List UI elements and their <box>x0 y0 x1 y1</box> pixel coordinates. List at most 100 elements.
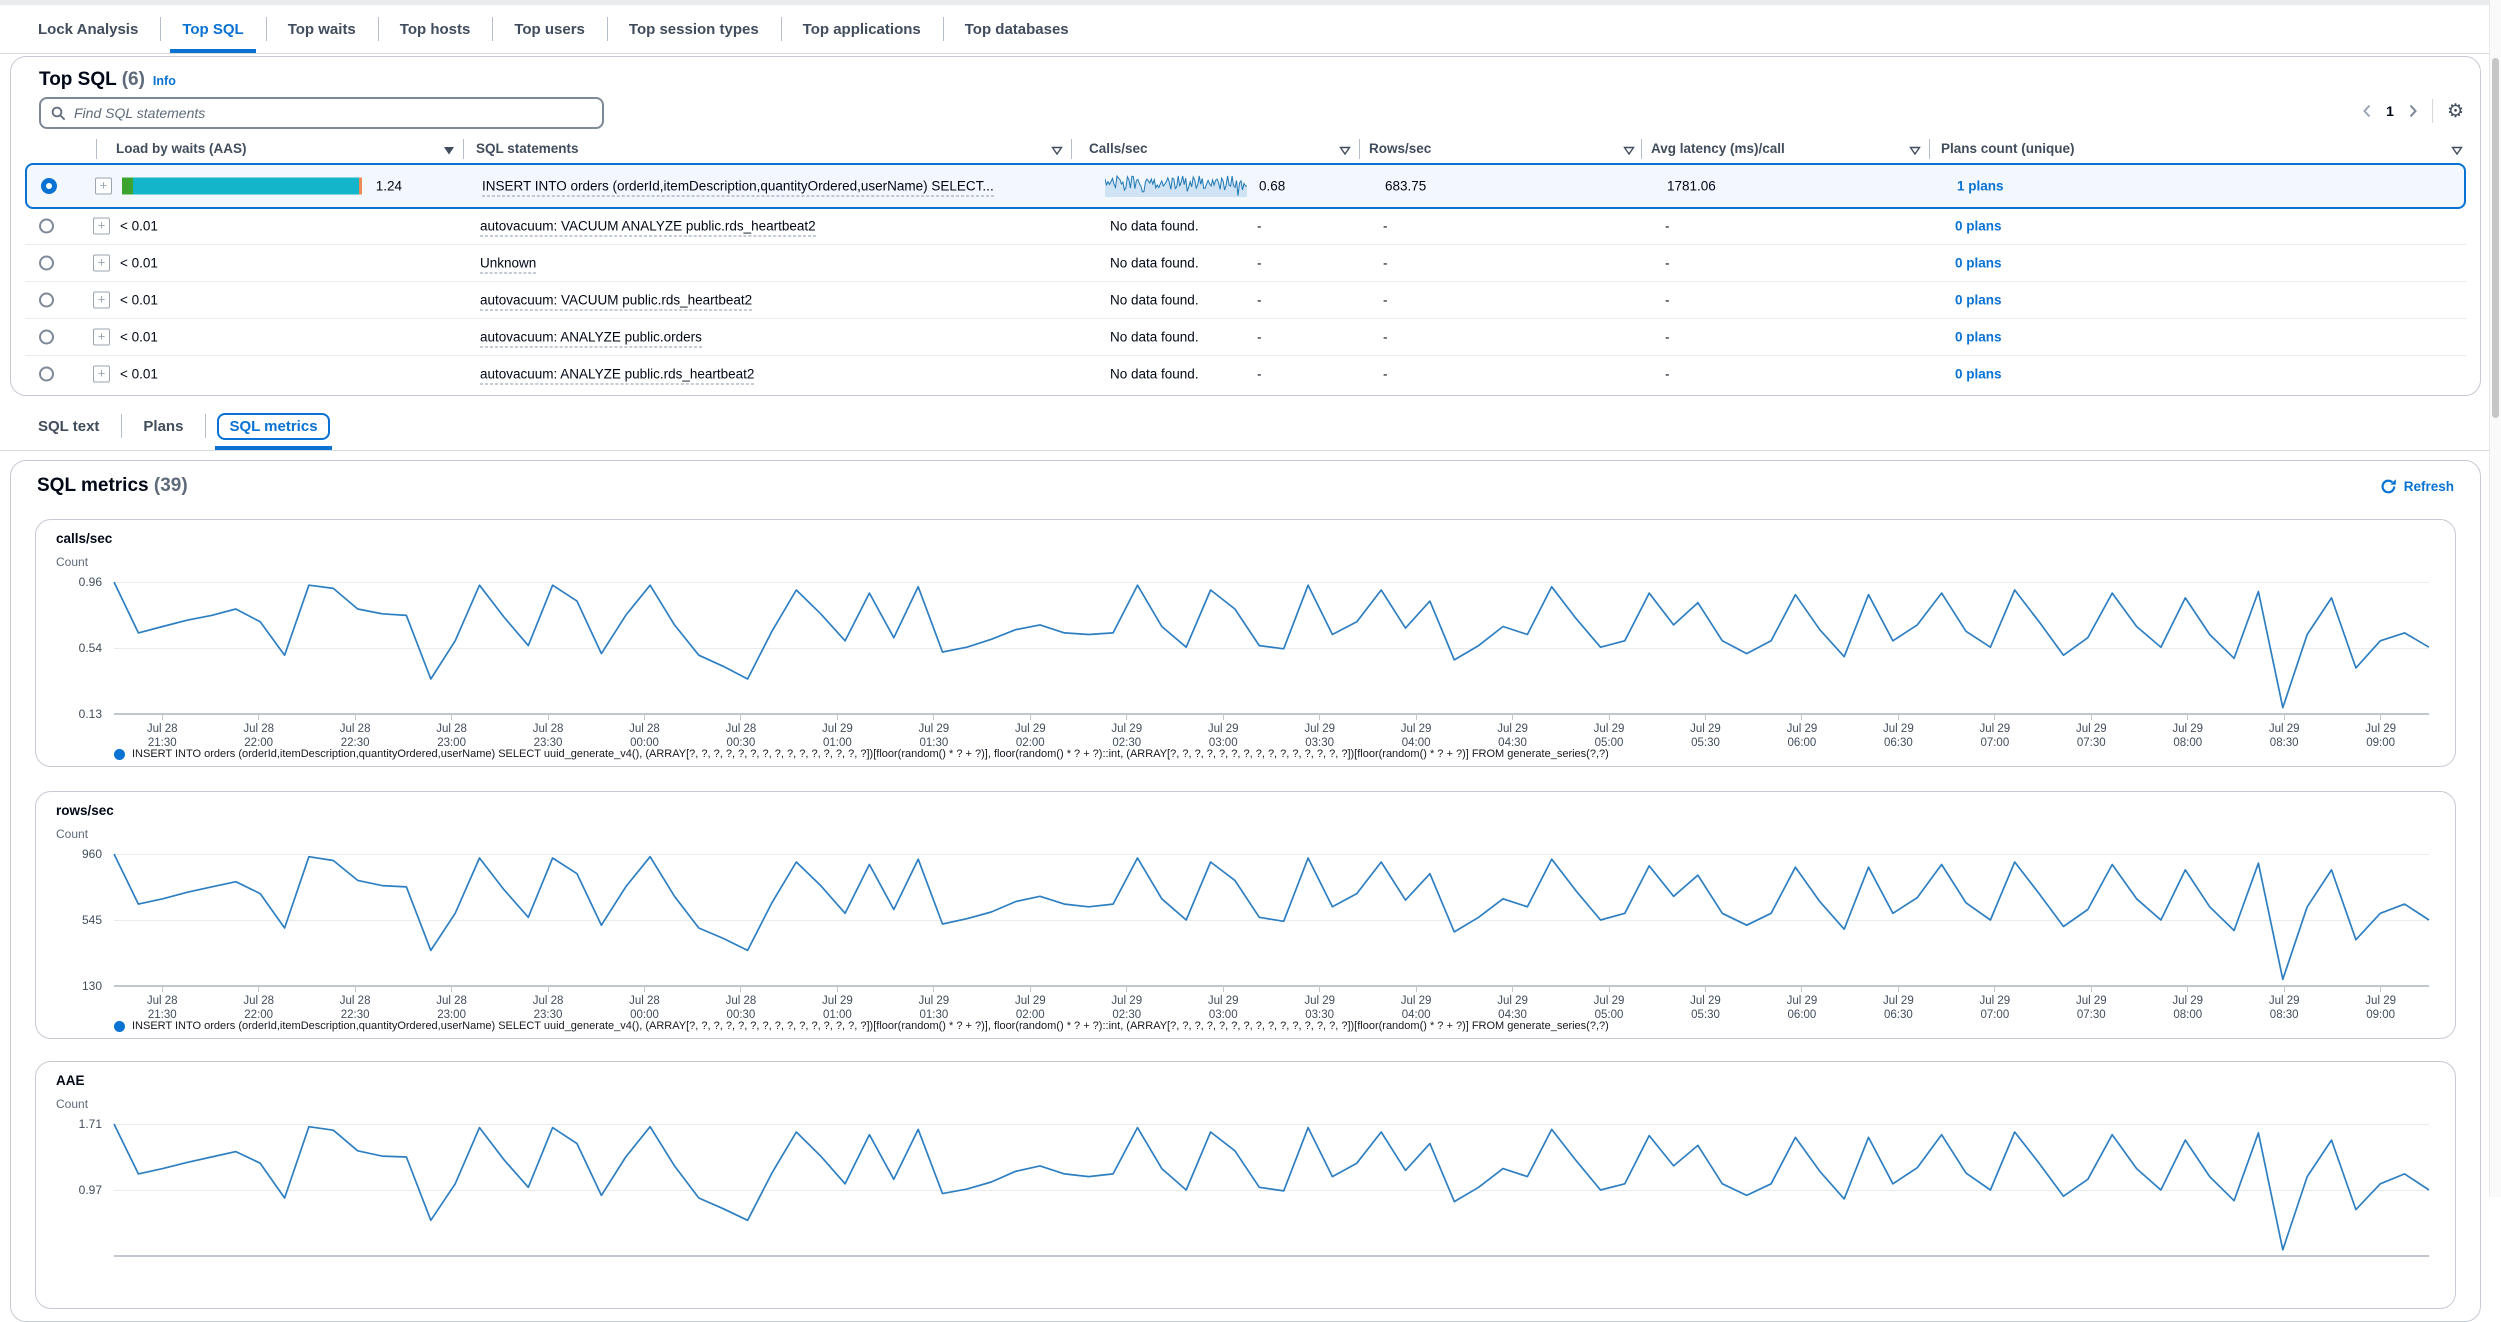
plot-area[interactable] <box>113 853 2430 987</box>
expand-row-icon[interactable] <box>93 365 110 382</box>
legend-dot-icon <box>114 1020 125 1032</box>
table-row[interactable]: 1.24 INSERT INTO orders (orderId,itemDes… <box>25 163 2466 209</box>
sort-descending-icon[interactable] <box>443 143 455 161</box>
load-value: < 0.01 <box>120 292 158 307</box>
calls-value: - <box>1257 329 1262 344</box>
table-row[interactable]: < 0.01 autovacuum: ANALYZE public.orders… <box>25 318 2466 356</box>
top-sql-panel: Top SQL (6) Info Find SQL statements 1 ⚙… <box>10 56 2481 396</box>
col-sql-statements[interactable]: SQL statements <box>476 141 579 156</box>
no-data-note: No data found. <box>1110 329 1199 344</box>
legend-dot-icon <box>114 748 125 760</box>
expand-row-icon[interactable] <box>93 328 110 345</box>
sql-statement-link[interactable]: Unknown <box>480 255 537 273</box>
plans-link[interactable]: 1 plans <box>1957 178 2004 194</box>
tab-sql-text[interactable]: SQL text <box>38 417 100 435</box>
table-row[interactable]: < 0.01 autovacuum: VACUUM ANALYZE public… <box>25 207 2466 245</box>
y-tick: 0.96 <box>78 575 102 589</box>
refresh-button[interactable]: Refresh <box>2380 478 2454 495</box>
plans-link[interactable]: 0 plans <box>1955 366 2002 381</box>
search-input[interactable]: Find SQL statements <box>39 97 604 129</box>
current-page[interactable]: 1 <box>2386 103 2394 119</box>
filter-icon[interactable] <box>1339 143 1351 161</box>
tab-top-databases[interactable]: Top databases <box>942 5 1091 53</box>
filter-icon[interactable] <box>1623 143 1635 161</box>
x-tick-marks <box>114 715 2429 720</box>
next-page-button[interactable] <box>2408 103 2418 119</box>
plot-area[interactable] <box>113 581 2430 715</box>
no-data-note: No data found. <box>1110 255 1199 270</box>
plans-link[interactable]: 0 plans <box>1955 218 2002 233</box>
tab-lock-analysis[interactable]: Lock Analysis <box>38 20 139 38</box>
col-calls-sec[interactable]: Calls/sec <box>1089 141 1148 156</box>
chart-calls-sec: calls/sec Count 0.96 0.54 0.13 Jul 28 21:… <box>35 519 2456 767</box>
load-value: < 0.01 <box>120 218 158 233</box>
calls-sparkline <box>1105 174 1247 197</box>
col-rows-sec[interactable]: Rows/sec <box>1369 141 1432 156</box>
x-axis-labels: Jul 28 21:30 Jul 28 22:00 Jul 28 22:30 Jul 28 2… <box>146 995 2396 1022</box>
tab-top-applications[interactable]: Top applications <box>780 5 943 53</box>
row-radio[interactable] <box>39 218 54 233</box>
calls-value: - <box>1257 218 1262 233</box>
sql-statement-link[interactable]: autovacuum: VACUUM ANALYZE public.rds_he… <box>480 218 816 236</box>
row-radio-selected[interactable] <box>41 178 57 194</box>
tab-top-waits[interactable]: Top waits <box>265 5 378 53</box>
calls-value: - <box>1257 292 1262 307</box>
tab-top-hosts[interactable]: Top hosts <box>377 5 493 53</box>
filter-icon[interactable] <box>1909 143 1921 161</box>
plans-link[interactable]: 0 plans <box>1955 292 2002 307</box>
load-value: < 0.01 <box>120 366 158 381</box>
filter-icon[interactable] <box>2451 143 2463 161</box>
expand-row-icon[interactable] <box>93 254 110 271</box>
tab-sql-metrics[interactable]: SQL metrics <box>205 402 341 450</box>
tab-plans[interactable]: Plans <box>121 402 205 450</box>
scrollbar-thumb[interactable] <box>2492 58 2499 418</box>
header-separator <box>1071 139 1072 159</box>
y-tick: 1.71 <box>78 1117 102 1131</box>
avg-latency-value: - <box>1665 292 1670 307</box>
plans-link[interactable]: 0 plans <box>1955 255 2002 270</box>
plot-area[interactable] <box>113 1123 2430 1257</box>
y-axis-label: Count <box>56 555 89 569</box>
col-plans-count[interactable]: Plans count (unique) <box>1941 141 2075 156</box>
y-tick: 0.97 <box>78 1183 102 1197</box>
filter-icon[interactable] <box>1051 143 1063 161</box>
refresh-icon <box>2381 478 2396 493</box>
no-data-note: No data found. <box>1110 218 1199 233</box>
x-axis-labels: Jul 28 21:30 Jul 28 22:00 Jul 28 22:30 Jul 28 2… <box>146 723 2396 750</box>
expand-row-icon[interactable] <box>93 291 110 308</box>
gear-icon[interactable]: ⚙ <box>2446 100 2464 122</box>
tab-top-session-types[interactable]: Top session types <box>606 5 781 53</box>
row-radio[interactable] <box>39 329 54 344</box>
tab-top-users[interactable]: Top users <box>492 5 607 53</box>
row-radio[interactable] <box>39 255 54 270</box>
chart-title: calls/sec <box>56 531 113 546</box>
expand-row-icon[interactable] <box>93 217 110 234</box>
info-link[interactable]: Info <box>152 74 176 88</box>
plans-link[interactable]: 0 plans <box>1955 329 2002 344</box>
metrics-title: SQL metrics (39) <box>37 475 188 496</box>
table-row[interactable]: < 0.01 autovacuum: ANALYZE public.rds_he… <box>25 355 2466 392</box>
sql-statement-link[interactable]: autovacuum: ANALYZE public.orders <box>480 329 702 347</box>
chart-aae: AAE Count 1.71 0.97 <box>35 1061 2456 1309</box>
col-load-by-waits[interactable]: Load by waits (AAS) <box>116 141 247 156</box>
prev-page-button[interactable] <box>2362 103 2372 119</box>
scrollbar[interactable] <box>2489 0 2501 1197</box>
header-separator <box>96 139 97 159</box>
row-radio[interactable] <box>39 292 54 307</box>
load-value: < 0.01 <box>120 255 158 270</box>
tab-top-sql[interactable]: Top SQL <box>160 5 265 53</box>
sql-statement-link[interactable]: INSERT INTO orders (orderId,itemDescript… <box>482 178 994 197</box>
load-cell: 1.24 <box>122 177 402 195</box>
expand-row-icon[interactable] <box>95 177 112 195</box>
row-radio[interactable] <box>39 366 54 381</box>
calls-value: - <box>1257 366 1262 381</box>
sql-statement-link[interactable]: autovacuum: ANALYZE public.rds_heartbeat… <box>480 366 755 384</box>
table-row[interactable]: < 0.01 autovacuum: VACUUM public.rds_hea… <box>25 281 2466 319</box>
table-row[interactable]: < 0.01 Unknown No data found. - - - 0 pl… <box>25 244 2466 282</box>
metrics-count-badge: (39) <box>153 475 188 496</box>
chart-legend: INSERT INTO orders (orderId,itemDescript… <box>114 1020 2429 1032</box>
y-tick: 545 <box>81 913 102 927</box>
sql-statement-link[interactable]: autovacuum: VACUUM public.rds_heartbeat2 <box>480 292 753 310</box>
col-avg-latency[interactable]: Avg latency (ms)/call <box>1651 141 1785 156</box>
calls-value: - <box>1257 255 1262 270</box>
